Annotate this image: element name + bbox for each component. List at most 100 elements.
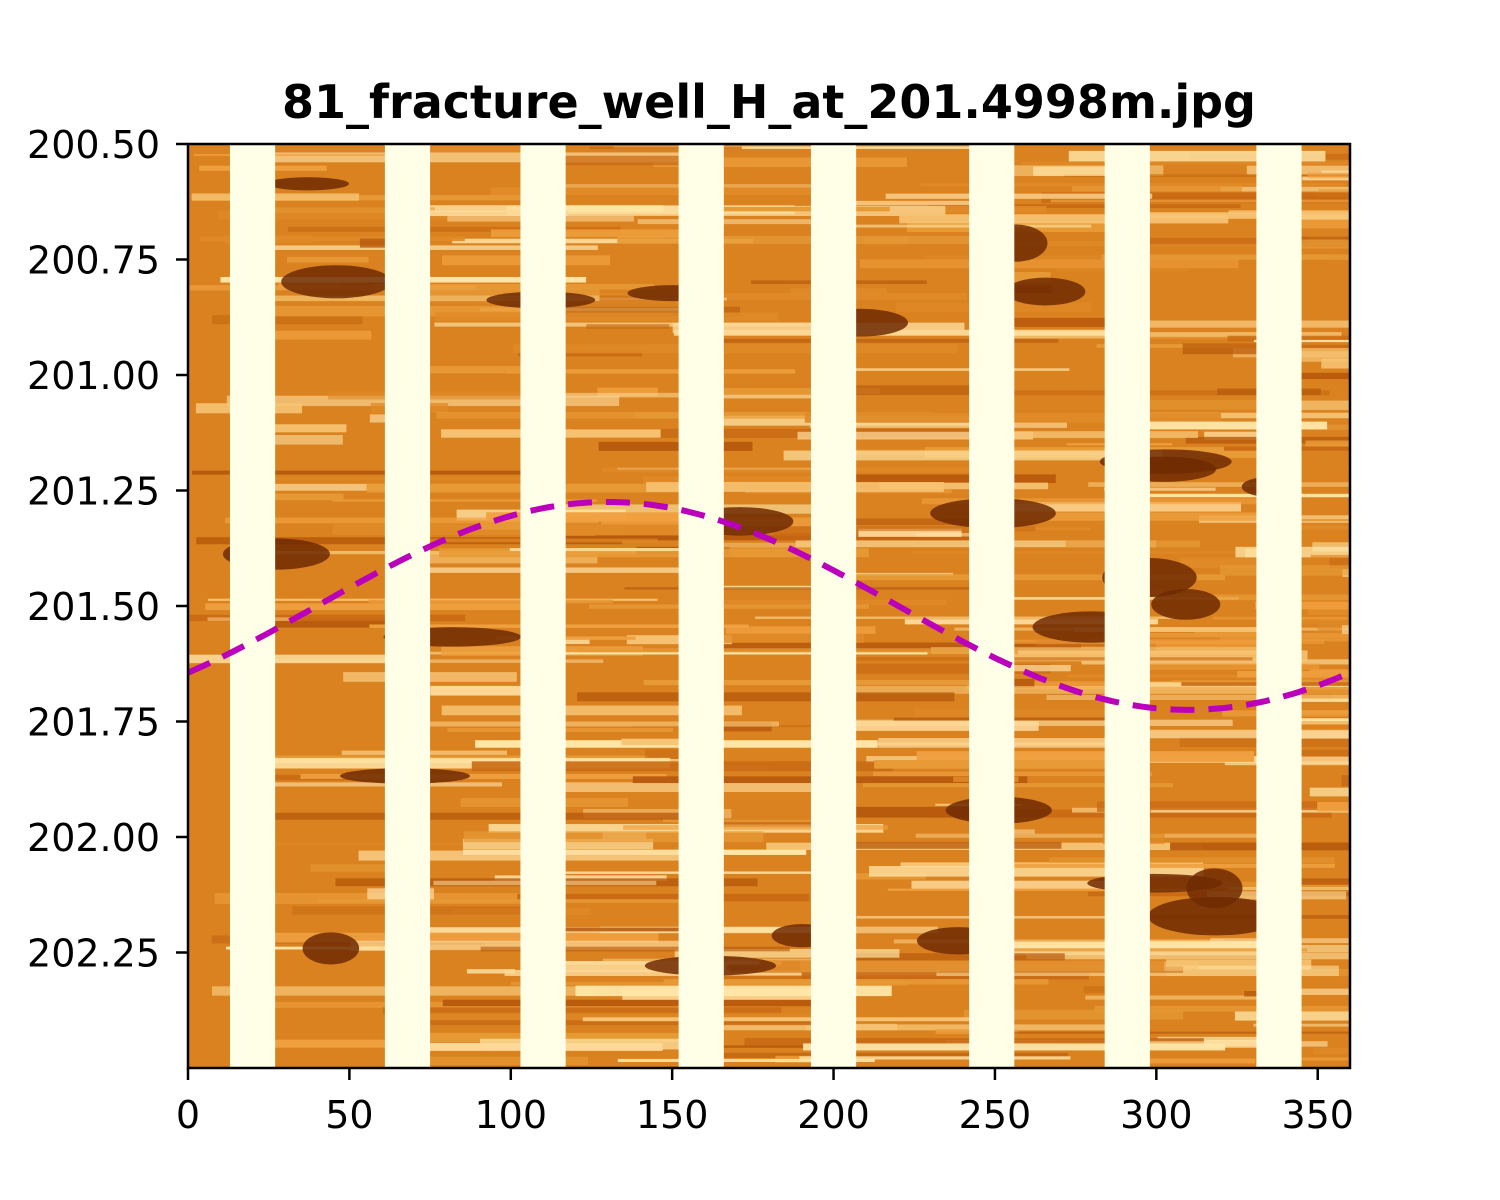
y-tick-label: 201.00	[27, 354, 160, 398]
texture-band	[911, 880, 1128, 890]
texture-band	[1166, 959, 1312, 970]
texture-band	[904, 619, 1159, 625]
texture-band	[1101, 254, 1350, 260]
texture-band	[868, 866, 1204, 877]
texture-band	[555, 392, 702, 398]
texture-band	[1341, 775, 1350, 787]
texture-band	[368, 599, 613, 604]
texture-band	[193, 153, 393, 156]
texture-band	[1007, 512, 1302, 521]
texture-band	[1048, 857, 1335, 863]
texture-band	[850, 953, 1065, 961]
x-tick-label: 100	[475, 1093, 548, 1137]
texture-band	[233, 812, 681, 820]
texture-band	[691, 542, 814, 548]
texture-band	[988, 664, 1071, 672]
texture-band	[250, 618, 429, 628]
pad-gap	[678, 144, 724, 1068]
texture-band	[418, 288, 600, 297]
texture-band	[1341, 625, 1350, 634]
texture-band	[1085, 995, 1299, 1000]
texture-band	[964, 1009, 1184, 1020]
texture-band	[1113, 212, 1350, 219]
texture-band	[1181, 681, 1350, 686]
texture-band	[1088, 482, 1350, 487]
texture-band	[480, 946, 790, 952]
texture-band	[260, 424, 347, 433]
texture-band	[1140, 320, 1350, 328]
texture-band	[236, 330, 372, 340]
texture-band	[799, 1056, 1071, 1060]
texture-band	[653, 157, 907, 168]
texture-band	[709, 1023, 898, 1031]
texture-band	[1204, 431, 1288, 440]
x-tick-label: 350	[1281, 1093, 1354, 1137]
texture-band	[1272, 878, 1350, 885]
texture-band	[463, 831, 764, 843]
texture-band	[674, 949, 900, 958]
texture-band	[1312, 542, 1350, 552]
texture-band	[1268, 519, 1350, 522]
texture-band	[372, 283, 655, 290]
x-tick-label: 300	[1120, 1093, 1193, 1137]
texture-band	[974, 1031, 1350, 1034]
texture-band	[1309, 787, 1350, 797]
texture-band	[1081, 659, 1350, 665]
texture-band	[1346, 466, 1350, 472]
texture-band	[263, 483, 429, 491]
texture-band	[814, 474, 1056, 484]
y-tick-label: 201.25	[27, 470, 160, 514]
texture-band	[1312, 1048, 1350, 1055]
texture-band	[662, 819, 812, 823]
texture-band	[527, 184, 827, 188]
texture-band	[236, 932, 659, 943]
texture-band	[332, 524, 691, 536]
texture-band	[268, 152, 721, 163]
texture-band	[317, 899, 691, 903]
texture-band	[885, 193, 1153, 199]
texture-band	[1309, 669, 1350, 673]
texture-band	[797, 431, 1034, 440]
texture-band	[513, 344, 958, 354]
texture-band	[645, 749, 704, 759]
texture-band	[1307, 608, 1350, 616]
texture-band	[809, 421, 1067, 428]
y-tick-label: 200.75	[27, 239, 160, 283]
texture-band	[300, 774, 667, 779]
texture-band	[382, 1007, 782, 1014]
pad-gap	[1104, 144, 1150, 1068]
texture-band	[916, 751, 1255, 762]
texture-band	[1321, 170, 1350, 174]
texture-band	[1292, 1057, 1350, 1061]
pad-gap	[520, 144, 566, 1068]
texture-band	[416, 1020, 846, 1026]
pad-gaps	[229, 144, 1302, 1068]
texture-band	[552, 927, 723, 932]
texture-band	[417, 1012, 823, 1021]
texture-band	[921, 498, 1258, 505]
texture-band	[698, 206, 890, 212]
texture-band	[1277, 718, 1350, 722]
texture-band	[287, 256, 369, 263]
x-tick-label: 50	[325, 1093, 373, 1137]
texture-band	[994, 390, 1330, 396]
texture-band	[709, 642, 1157, 651]
texture-band	[1071, 186, 1243, 192]
texture-band	[439, 548, 869, 558]
texture-band	[862, 783, 1173, 788]
texture-band	[578, 648, 1019, 655]
texture-band	[1080, 640, 1288, 649]
texture-band	[814, 574, 1225, 581]
texture-band	[1026, 952, 1350, 960]
texture-band	[1317, 622, 1350, 634]
texture-band	[410, 210, 568, 217]
texture-band	[887, 888, 1202, 891]
texture-band	[1194, 631, 1298, 637]
x-axis: 0 50 100 150 200 250 300 350	[176, 1068, 1354, 1137]
texture-band	[589, 604, 869, 609]
texture-band	[1197, 344, 1350, 349]
texture-band	[200, 236, 465, 242]
texture-band	[242, 493, 344, 501]
texture-band	[972, 332, 1342, 339]
texture-band	[564, 652, 928, 655]
